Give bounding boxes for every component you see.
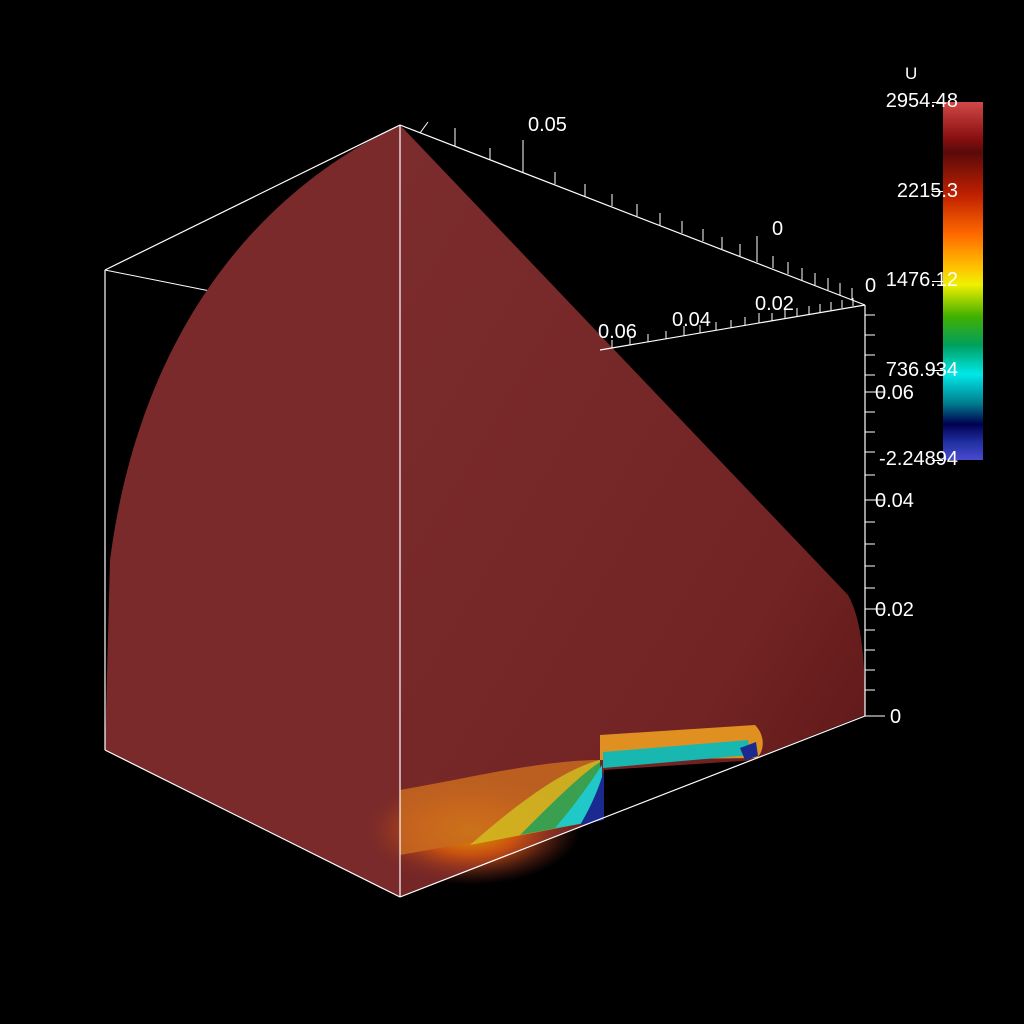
color-legend-tick (932, 460, 943, 461)
color-legend-label-4: 736.934 (885, 359, 958, 381)
color-legend-title: U (905, 64, 918, 83)
vertical-axis-label-3: 0 (890, 706, 901, 728)
bounding-box-front (104, 124, 866, 898)
top-axis-ticks (419, 121, 853, 300)
depth-axis-label-2: 0.02 (755, 293, 794, 315)
domain-right-face (400, 125, 865, 897)
color-legend-label-2: 2215.3 (896, 180, 958, 202)
depth-axis-label-1: 0.04 (672, 309, 711, 331)
color-legend-tick (932, 191, 943, 192)
domain-left-face (105, 125, 400, 897)
vertical-axis-label-0: 0.06 (875, 382, 914, 404)
depth-axis-label-3: 0 (865, 275, 876, 297)
color-legend-tick (932, 102, 943, 103)
color-legend-tick (932, 281, 943, 282)
velocity-jet-plume (360, 725, 763, 885)
vertical-axis-ticks (865, 314, 885, 717)
top-axis-label-1: 0 (772, 218, 783, 240)
vertical-axis-label-1: 0.04 (875, 490, 914, 512)
color-legend-label-min: -2.24894 (879, 448, 958, 470)
depth-axis-label-0: 0.06 (598, 321, 637, 343)
top-axis-label-0: 0.05 (528, 114, 567, 136)
vertical-axis-label-2: 0.02 (875, 599, 914, 621)
depth-axis-ticks (611, 298, 854, 348)
color-legend-label-3: 1476.12 (885, 269, 958, 291)
color-legend-tick (932, 370, 943, 371)
color-legend-label-max: 2954.48 (885, 90, 958, 112)
bounding-box-back (104, 269, 221, 294)
color-legend-bar (943, 102, 983, 460)
